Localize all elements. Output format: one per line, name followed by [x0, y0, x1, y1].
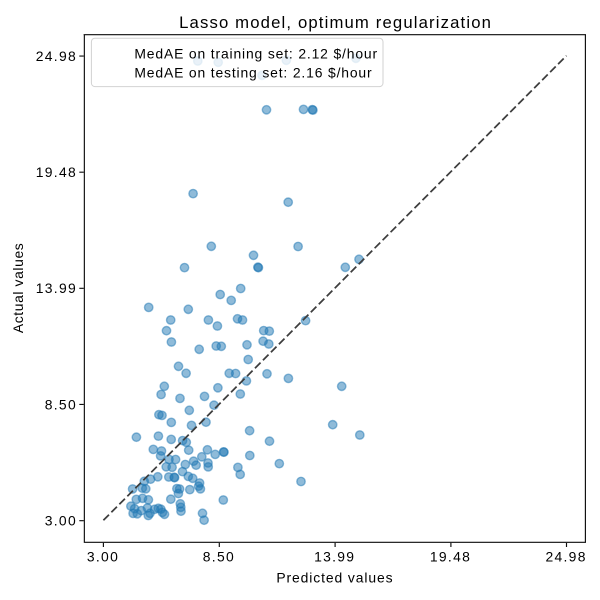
svg-text:13.99: 13.99: [36, 280, 77, 296]
svg-text:MedAE on testing set: 2.16 $/h: MedAE on testing set: 2.16 $/hour: [134, 64, 372, 80]
svg-text:Actual values: Actual values: [10, 243, 26, 333]
svg-text:19.48: 19.48: [36, 164, 77, 180]
svg-text:19.48: 19.48: [430, 549, 471, 565]
svg-text:8.50: 8.50: [203, 549, 235, 565]
svg-text:24.98: 24.98: [36, 48, 77, 64]
svg-text:8.50: 8.50: [45, 396, 77, 412]
svg-text:MedAE on training set: 2.12 $/: MedAE on training set: 2.12 $/hour: [134, 45, 378, 61]
svg-text:3.00: 3.00: [45, 513, 77, 529]
svg-text:Lasso model, optimum regulariz: Lasso model, optimum regularization: [179, 13, 492, 32]
svg-text:13.99: 13.99: [314, 549, 355, 565]
svg-text:24.98: 24.98: [545, 549, 586, 565]
svg-text:Predicted values: Predicted values: [276, 570, 393, 586]
svg-text:3.00: 3.00: [87, 549, 119, 565]
